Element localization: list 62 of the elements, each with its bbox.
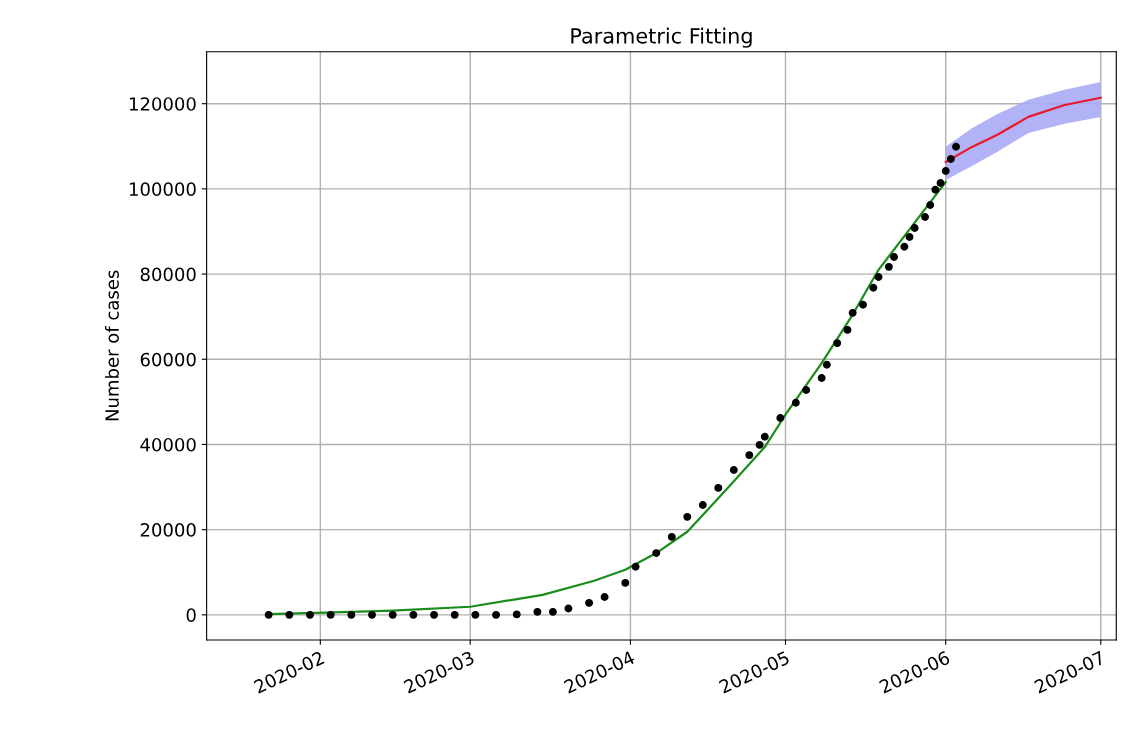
y-tick-label: 80000 [140,267,196,282]
point [833,339,842,348]
point [848,308,857,317]
point [714,483,723,492]
point [936,178,945,187]
chart-title: Parametric Fitting [571,27,752,48]
y-tick-label: 60000 [140,352,196,367]
point [326,610,335,619]
point [760,432,769,441]
point [905,233,914,241]
point [667,532,676,541]
point [492,610,501,619]
y-tick-label: 100000 [129,182,196,196]
point [368,610,376,619]
point [409,610,418,619]
point [264,610,273,619]
point [822,360,831,369]
point [874,273,883,282]
point [745,451,754,460]
point [952,142,960,151]
point [652,549,661,558]
point [533,607,542,616]
point [600,593,609,601]
point [512,610,521,619]
point [859,300,867,309]
point [548,607,557,616]
point [755,440,764,449]
point [285,610,294,619]
point [471,610,480,619]
point [631,562,640,571]
point [306,610,314,619]
point [900,242,909,251]
point [698,500,707,509]
y-tick-label: 20000 [140,523,196,537]
line-series [944,96,1102,164]
point [946,155,955,164]
y-tick-label: 0 [186,608,196,622]
point [890,253,898,261]
point [776,414,785,423]
point [921,213,929,221]
point [910,224,919,233]
point [564,604,573,613]
point [926,201,935,210]
point [791,398,800,407]
point [931,185,940,194]
point [941,167,950,175]
point [683,512,692,521]
point [388,610,397,619]
point [869,283,878,292]
point [585,598,594,607]
point [843,325,852,334]
y-tick-label: 40000 [140,437,196,452]
point [450,610,459,619]
point [884,262,893,271]
point [817,374,826,382]
point [347,610,356,619]
y-axis-title: Number of cases [104,270,119,421]
point [802,385,811,394]
point [621,578,630,587]
point [430,610,438,619]
point [729,466,738,474]
y-tick-label: 120000 [129,97,196,111]
